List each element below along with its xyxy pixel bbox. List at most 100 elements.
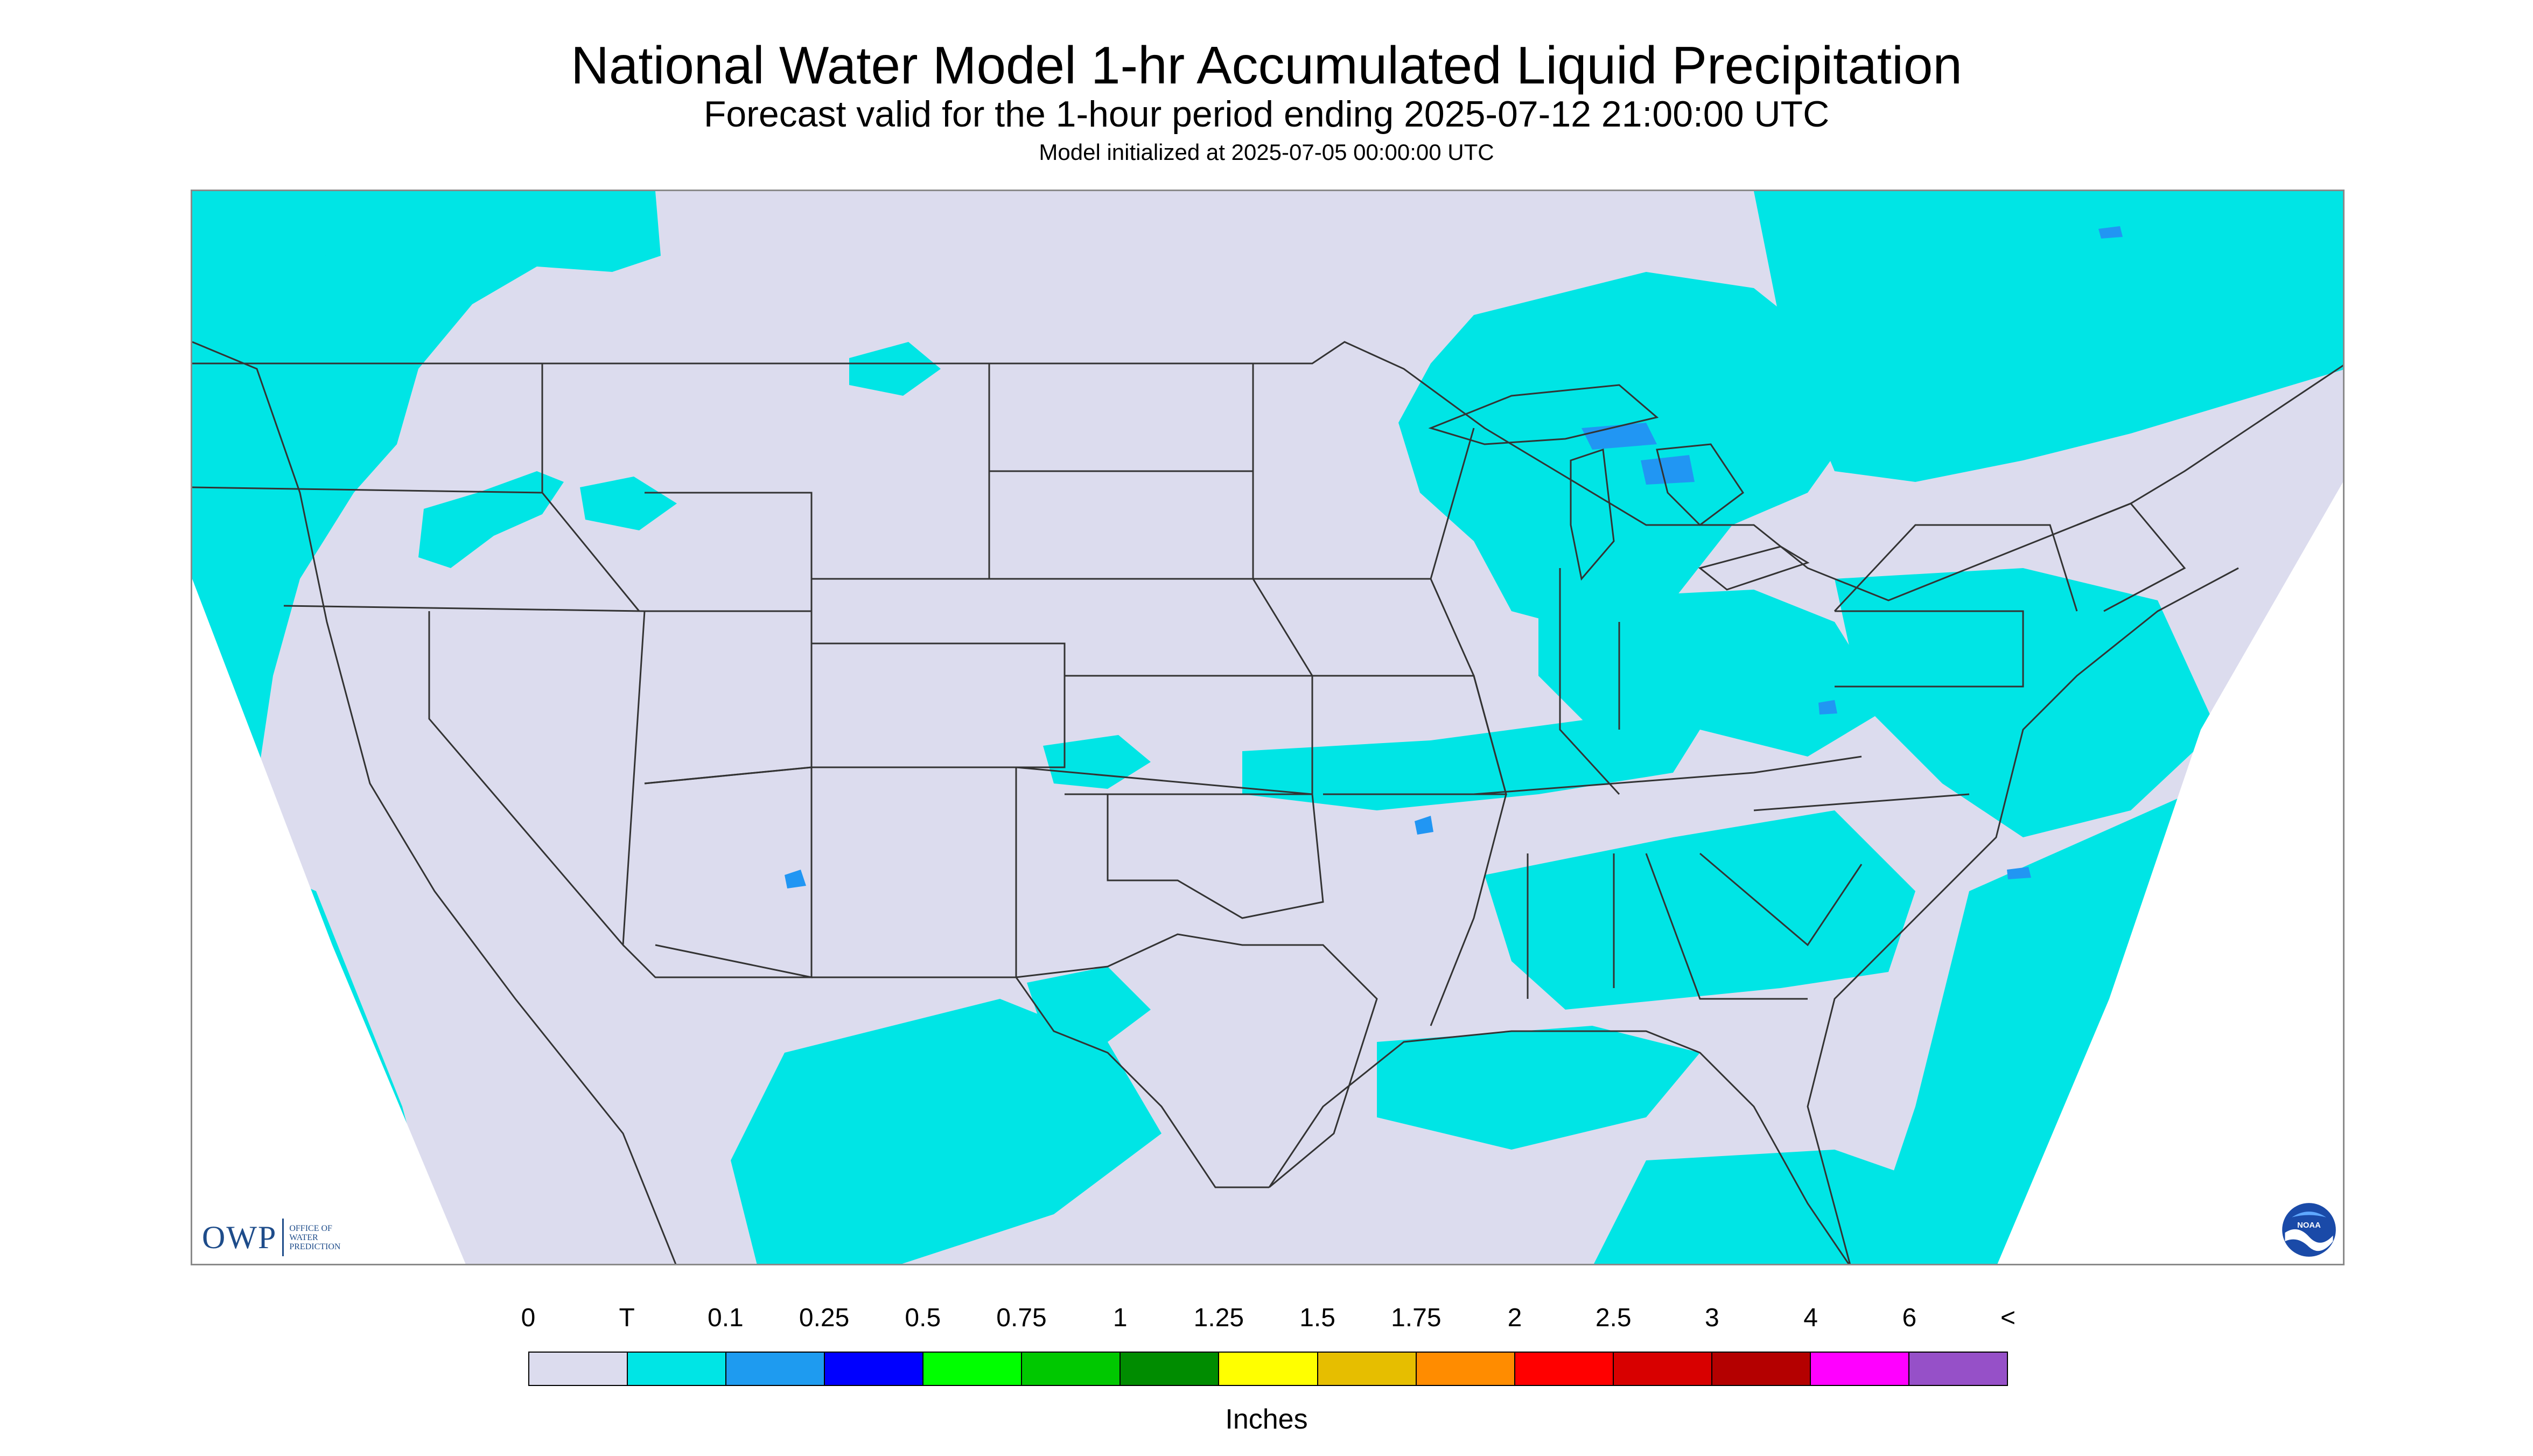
precip-southeast (1485, 810, 1915, 1010)
border-nv (428, 611, 646, 947)
legend-labels: 0 T 0.1 0.25 0.5 0.75 1 1.25 1.5 1.75 2 2.5 3 4 6 < (0, 1303, 2533, 1335)
legend-swatch (1515, 1353, 1614, 1385)
lake-superior (1428, 384, 1659, 445)
border-southeast (1527, 853, 1808, 1000)
border-ks (1065, 675, 1313, 795)
owp-logo-subtext: OFFICE OF WATER PREDICTION (289, 1224, 340, 1251)
border-id-mt (541, 363, 640, 612)
legend-label: 6 (1902, 1304, 1917, 1332)
us-mexico-border (622, 944, 1269, 1188)
precip-florida-keys (1592, 1150, 1942, 1264)
legend-label: 0.5 (905, 1304, 941, 1332)
legend-label: 2 (1507, 1304, 1522, 1332)
legend-swatch (1022, 1353, 1121, 1385)
border-az (644, 766, 813, 978)
heavy-atlantic (2007, 867, 2031, 879)
legend-label: 2.5 (1595, 1304, 1632, 1332)
noaa-logo-icon[interactable]: NOAA (2280, 1201, 2338, 1258)
heavy-oklahoma (1415, 816, 1433, 835)
legend-label: 1.75 (1391, 1304, 1442, 1332)
heavy-arizona (785, 870, 806, 888)
owp-logo-line: WATER (289, 1233, 318, 1242)
legend-swatch (1909, 1353, 2007, 1385)
precip-layer (192, 191, 2343, 1264)
legend-swatch (529, 1353, 628, 1385)
map-title: National Water Model 1-hr Accumulated Li… (571, 36, 1962, 95)
precipitation-map[interactable]: OWP OFFICE OF WATER PREDICTION NOAA (191, 190, 2345, 1265)
legend-label: 0.1 (708, 1304, 744, 1332)
border-new-england (2076, 502, 2186, 612)
border-mississippi (1430, 578, 1507, 1026)
precip-northeast (1835, 568, 2217, 837)
legend-color-bar (528, 1352, 2008, 1386)
border-tx (1016, 933, 1378, 1188)
legend-swatch (1219, 1353, 1318, 1385)
forecast-valid-subtitle: Forecast valid for the 1-hour period end… (703, 94, 1830, 135)
noaa-logo-text: NOAA (2297, 1221, 2321, 1230)
model-init-text: Model initialized at 2025-07-05 00:00:00… (1039, 139, 1494, 165)
legend-label: 3 (1705, 1304, 1719, 1332)
border-mn-ia (1252, 363, 1475, 580)
legend-label: 0.75 (996, 1304, 1047, 1332)
legend-label: < (2000, 1304, 2016, 1332)
precip-montana (849, 342, 941, 396)
legend-swatch (1712, 1353, 1811, 1385)
coast-atlantic (1807, 567, 2239, 1264)
border-or-ca (283, 605, 645, 612)
lake-huron (1656, 443, 1745, 526)
legend-swatch (726, 1353, 825, 1385)
precip-pacific-nw (192, 191, 661, 783)
precip-gulf (1377, 1026, 1700, 1150)
owp-logo-line: OFFICE OF (289, 1223, 332, 1233)
border-va-nc (1753, 793, 1970, 811)
legend-swatch (1121, 1353, 1220, 1385)
heavy-michigan (1641, 455, 1695, 485)
border-ga-sc (1699, 852, 1863, 947)
legend-label: 1.25 (1193, 1304, 1244, 1332)
state-borders (192, 341, 2343, 1264)
owp-logo-divider (282, 1219, 284, 1256)
precip-north-pacific (192, 191, 386, 299)
precip-midwest-band (1242, 719, 1700, 810)
heavy-superior (1582, 423, 1657, 450)
legend-swatch (1810, 1353, 1909, 1385)
owp-logo-line: PREDICTION (289, 1242, 341, 1251)
border-wa-or (192, 486, 543, 494)
precip-canada-east (1754, 191, 2343, 482)
legend-label: 4 (1803, 1304, 1818, 1332)
lake-michigan (1570, 448, 1615, 581)
coast-gulf (1268, 1030, 1850, 1264)
legend-swatch (1318, 1353, 1417, 1385)
precip-great-lakes (1398, 272, 1862, 633)
border-ny (1834, 524, 2078, 612)
legend-swatch (628, 1353, 727, 1385)
lake-erie (1698, 545, 1810, 591)
heavy-maryland (1818, 700, 1837, 715)
legend-label: 1 (1112, 1304, 1128, 1332)
precip-wyoming (580, 477, 677, 530)
precip-kansas (1043, 735, 1151, 789)
legend-swatch (1416, 1353, 1515, 1385)
legend-swatch (1613, 1353, 1712, 1385)
border-il-in (1559, 568, 1620, 795)
border-tn-ky (1473, 755, 1862, 795)
legend-swatch (923, 1353, 1023, 1385)
coast-pacific (192, 341, 677, 1264)
heavier-precip-layer (785, 226, 2123, 888)
precip-mexico (731, 999, 1161, 1264)
owp-logo[interactable]: OWP OFFICE OF WATER PREDICTION (202, 1219, 340, 1256)
border-ok (1016, 766, 1324, 919)
precip-ohio-valley (1538, 590, 1888, 757)
legend-swatch (825, 1353, 924, 1385)
legend-label: 1.5 (1299, 1304, 1335, 1332)
precip-texas (1027, 967, 1151, 1042)
legend-label: 0.25 (799, 1304, 850, 1332)
canada-us-border (192, 341, 2343, 601)
owp-logo-text: OWP (202, 1219, 277, 1255)
precip-idaho (418, 471, 564, 568)
map-canvas (192, 191, 2343, 1264)
legend-units: Inches (1225, 1404, 1308, 1435)
legend-label: 0 (521, 1304, 536, 1332)
heavy-canada (2098, 226, 2123, 239)
border-pa (1835, 610, 2024, 688)
